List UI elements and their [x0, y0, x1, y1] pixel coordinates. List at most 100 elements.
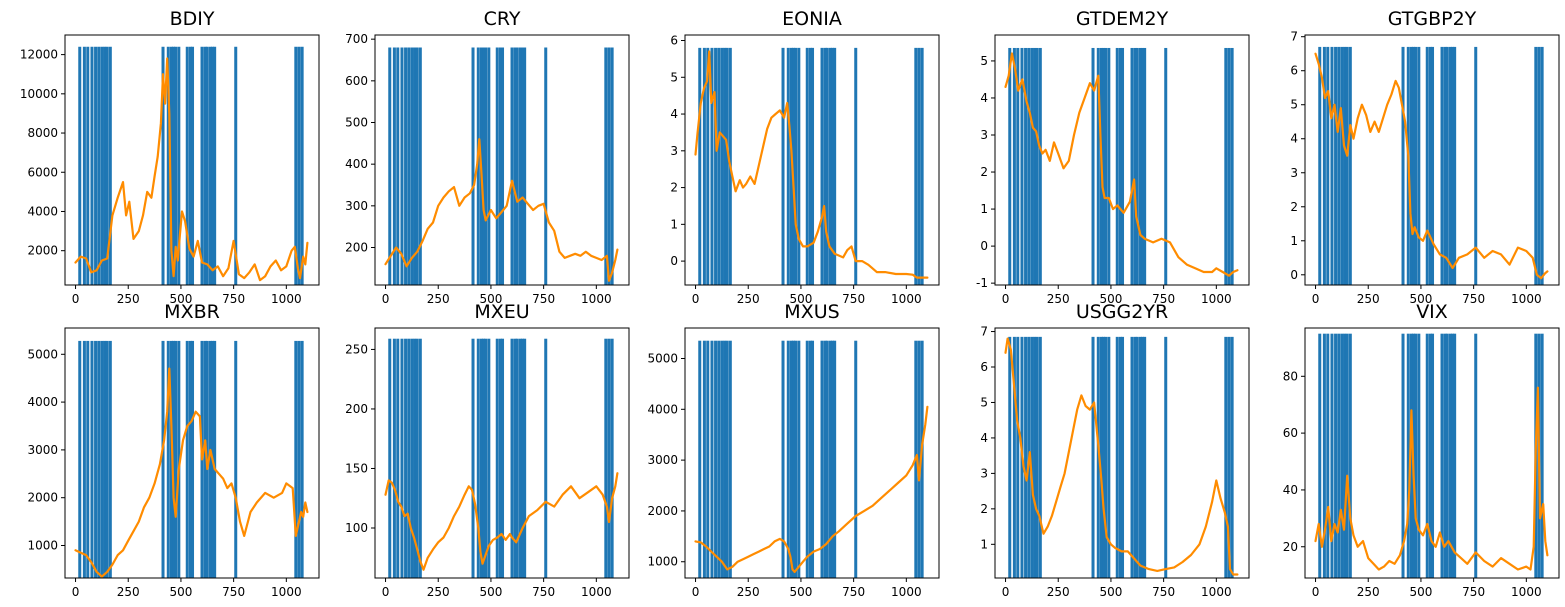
- event-bar: [789, 340, 793, 578]
- event-bar: [97, 46, 101, 285]
- event-bar: [521, 47, 525, 285]
- event-bar: [1474, 46, 1478, 285]
- x-tick-label: 500: [1099, 585, 1122, 599]
- y-tick-label: 200: [345, 402, 368, 416]
- x-tick-label: 0: [72, 292, 80, 306]
- x-tick-label: 250: [427, 585, 450, 599]
- y-tick-label: 2000: [647, 504, 678, 518]
- event-bar: [786, 340, 790, 578]
- event-bar: [300, 340, 304, 578]
- event-bar: [1016, 336, 1020, 578]
- event-bar: [1099, 336, 1103, 578]
- x-tick-label: 0: [1312, 585, 1320, 599]
- event-bar: [1121, 47, 1125, 285]
- event-bar: [523, 338, 527, 578]
- event-bar: [1534, 46, 1538, 285]
- plot-area: [694, 340, 929, 578]
- event-bar: [1033, 47, 1037, 285]
- x-tick-label: 1000: [1511, 585, 1542, 599]
- event-bar: [166, 46, 170, 285]
- event-bar: [172, 340, 176, 578]
- x-tick-label: 500: [169, 292, 192, 306]
- event-bar: [1104, 47, 1108, 285]
- axes-frame: [994, 327, 1250, 579]
- event-bar: [786, 47, 790, 285]
- y-tick-label: 12000: [20, 48, 58, 62]
- x-tick-label: 750: [1152, 585, 1175, 599]
- event-bar: [208, 46, 212, 285]
- x-tick-label: 500: [479, 585, 502, 599]
- event-bar: [82, 340, 86, 578]
- event-bar: [1448, 333, 1452, 578]
- event-bar: [400, 338, 404, 578]
- event-bar: [1443, 46, 1447, 285]
- event-bar: [831, 340, 835, 578]
- x-tick-label: 500: [1409, 292, 1432, 306]
- event-bar: [1143, 336, 1147, 578]
- y-tick-label: 4: [1290, 132, 1298, 146]
- y-tick-label: 0: [1290, 268, 1298, 282]
- y-tick-label: 3: [670, 144, 678, 158]
- y-tick-label: -1: [976, 276, 988, 290]
- event-bar: [404, 47, 408, 285]
- x-tick-label: 1000: [1511, 292, 1542, 306]
- event-bar: [1448, 46, 1452, 285]
- x-tick-label: 750: [532, 585, 555, 599]
- y-tick-label: 60: [1283, 426, 1298, 440]
- event-bar: [811, 340, 815, 578]
- event-bar: [404, 338, 408, 578]
- event-bar: [1453, 333, 1457, 578]
- event-bar: [1330, 46, 1334, 285]
- plot-area: [384, 47, 619, 285]
- y-tick-label: 2: [980, 165, 988, 179]
- y-tick-label: 4: [670, 107, 678, 121]
- event-bar: [1141, 336, 1145, 578]
- event-bar: [725, 47, 729, 285]
- event-bar: [1334, 46, 1338, 285]
- x-tick-label: 1000: [271, 585, 302, 599]
- event-bar: [1027, 47, 1031, 285]
- event-bar: [1428, 333, 1432, 578]
- y-tick-label: 2000: [27, 244, 58, 258]
- event-bar: [1035, 47, 1039, 285]
- series-line: [1314, 386, 1549, 571]
- event-bar: [521, 338, 525, 578]
- chart-title: USGG2YR: [1076, 301, 1168, 323]
- event-bar: [86, 46, 90, 285]
- x-tick-label: 250: [1047, 585, 1070, 599]
- event-bar: [1440, 46, 1444, 285]
- event-bar: [396, 47, 400, 285]
- event-bar: [1431, 333, 1435, 578]
- event-bar: [513, 47, 517, 285]
- event-bar: [78, 46, 82, 285]
- event-bar: [297, 46, 301, 285]
- x-tick-label: 750: [222, 585, 245, 599]
- event-bar: [523, 47, 527, 285]
- x-tick-label: 750: [532, 292, 555, 306]
- event-bar: [203, 46, 207, 285]
- event-bar: [728, 340, 732, 578]
- y-tick-label: 100: [345, 521, 368, 535]
- event-bar: [97, 340, 101, 578]
- event-bar: [1224, 47, 1228, 285]
- event-bar: [702, 340, 706, 578]
- x-tick-label: 500: [479, 292, 502, 306]
- event-bar: [94, 46, 98, 285]
- event-bar: [1340, 333, 1344, 578]
- event-bar: [1540, 46, 1544, 285]
- event-bar: [794, 340, 798, 578]
- event-bar: [510, 47, 514, 285]
- event-bar: [914, 47, 918, 285]
- subplot-eonia: 0 250 500 750 1000 0 1 2 3 4 5 6 EONIA: [670, 8, 940, 306]
- event-bar: [105, 340, 109, 578]
- series-line: [1314, 52, 1549, 280]
- y-tick-label: 1: [980, 202, 988, 216]
- event-bar: [1038, 47, 1042, 285]
- plot-area: [1314, 333, 1549, 578]
- event-bar: [1121, 336, 1125, 578]
- event-bar: [185, 46, 189, 285]
- y-tick-label: 1: [980, 537, 988, 551]
- event-bar: [518, 338, 522, 578]
- y-tick-label: 1: [670, 217, 678, 231]
- event-bar: [1318, 46, 1322, 285]
